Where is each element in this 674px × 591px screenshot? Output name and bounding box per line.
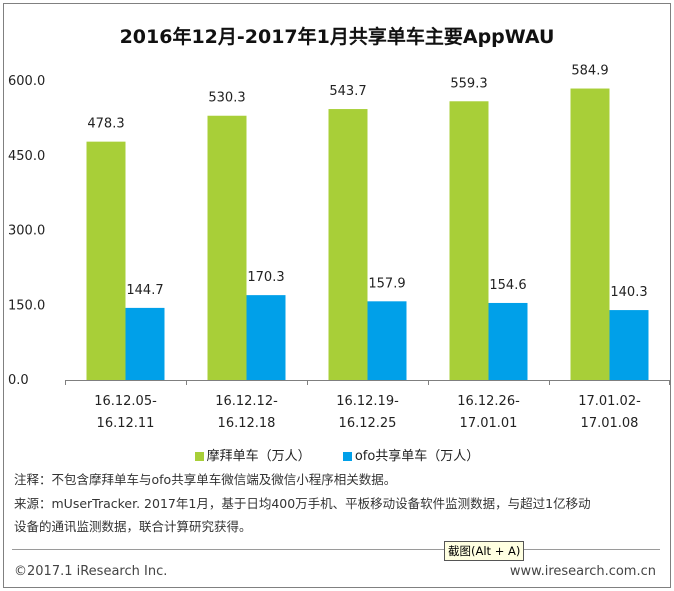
note-text: 注释：不包含摩拜单车与ofo共享单车微信端及微信小程序相关数据。 <box>14 472 397 487</box>
y-tick-label: 150.0 <box>8 298 45 313</box>
legend-swatch-mobike <box>194 452 204 461</box>
bar-ofo-3 <box>367 301 407 380</box>
x-tick-label: 16.12.19- <box>336 394 399 409</box>
data-label-mobike-2: 530.3 <box>208 91 245 106</box>
x-axis: 16.12.05- 16.12.11 16.12.12- 16.12.18 16.12.… <box>65 380 670 431</box>
y-tick-label: 0.0 <box>8 373 29 388</box>
data-label-ofo-3: 157.9 <box>368 276 405 291</box>
source-text-continued: 设备的通讯监测数据，联合计算研究获得。 <box>14 519 252 534</box>
data-label-mobike-4: 559.3 <box>450 76 487 91</box>
data-label-ofo-1: 144.7 <box>126 283 163 298</box>
data-label-mobike-1: 478.3 <box>87 117 124 132</box>
legend-label-mobike: 摩拜单车（万人） <box>206 449 311 464</box>
x-tick-label: 16.12.26- <box>457 394 520 409</box>
x-tick-label: 17.01.02- <box>578 394 641 409</box>
bar-chart: 0.0 150.0 300.0 450.0 600.0 16.12.05- 16.12.1… <box>8 64 670 431</box>
bar-mobike-2 <box>207 115 247 381</box>
y-tick-label: 450.0 <box>8 149 45 164</box>
data-labels-group: 478.3 144.7 530.3 170.3 543.7 157.9 559.3 154.6… <box>87 64 647 301</box>
copyright: ©2017.1 iResearch Inc. <box>14 564 168 579</box>
footer-divider <box>12 549 660 550</box>
x-tick-label: 16.12.11 <box>97 416 155 431</box>
bar-ofo-5 <box>609 310 649 380</box>
legend-label-ofo: ofo共享单车（万人） <box>354 449 480 464</box>
legend-item-mobike: 摩拜单车（万人） <box>194 445 311 464</box>
y-tick-label: 300.0 <box>8 224 45 239</box>
x-tick-label: 16.12.05- <box>94 394 157 409</box>
legend-item-ofo: ofo共享单车（万人） <box>342 445 480 464</box>
data-label-mobike-3: 543.7 <box>329 84 366 99</box>
bar-mobike-4 <box>449 101 489 380</box>
data-label-ofo-4: 154.6 <box>489 278 526 293</box>
legend-swatch-ofo <box>342 452 352 461</box>
x-tick-label: 16.12.25 <box>339 416 397 431</box>
legend: 摩拜单车（万人） ofo共享单车（万人） <box>0 445 674 464</box>
x-tick-label: 16.12.12- <box>215 394 278 409</box>
x-tick-label: 16.12.18 <box>218 416 276 431</box>
bar-ofo-2 <box>246 295 286 380</box>
chart-title: 2016年12月-2017年1月共享单车主要AppWAU <box>119 26 555 48</box>
data-label-ofo-5: 140.3 <box>610 285 647 300</box>
website-url: www.iresearch.com.cn <box>509 564 656 579</box>
y-axis: 0.0 150.0 300.0 450.0 600.0 <box>8 74 45 388</box>
x-tick-label: 17.01.01 <box>460 416 518 431</box>
bar-mobike-5 <box>570 88 610 380</box>
bar-ofo-4 <box>488 302 528 380</box>
bar-mobike-1 <box>86 141 126 380</box>
source-text: 来源：mUserTracker. 2017年1月，基于日均400万手机、平板移动… <box>14 496 591 511</box>
data-label-ofo-2: 170.3 <box>247 270 284 285</box>
y-tick-label: 600.0 <box>8 74 45 89</box>
bar-ofo-1 <box>125 307 165 380</box>
bars-group <box>86 88 649 381</box>
data-label-mobike-5: 584.9 <box>571 64 608 79</box>
bar-mobike-3 <box>328 109 368 381</box>
x-tick-label: 17.01.08 <box>581 416 639 431</box>
screenshot-tooltip: 截图(Alt + A) <box>444 541 525 561</box>
